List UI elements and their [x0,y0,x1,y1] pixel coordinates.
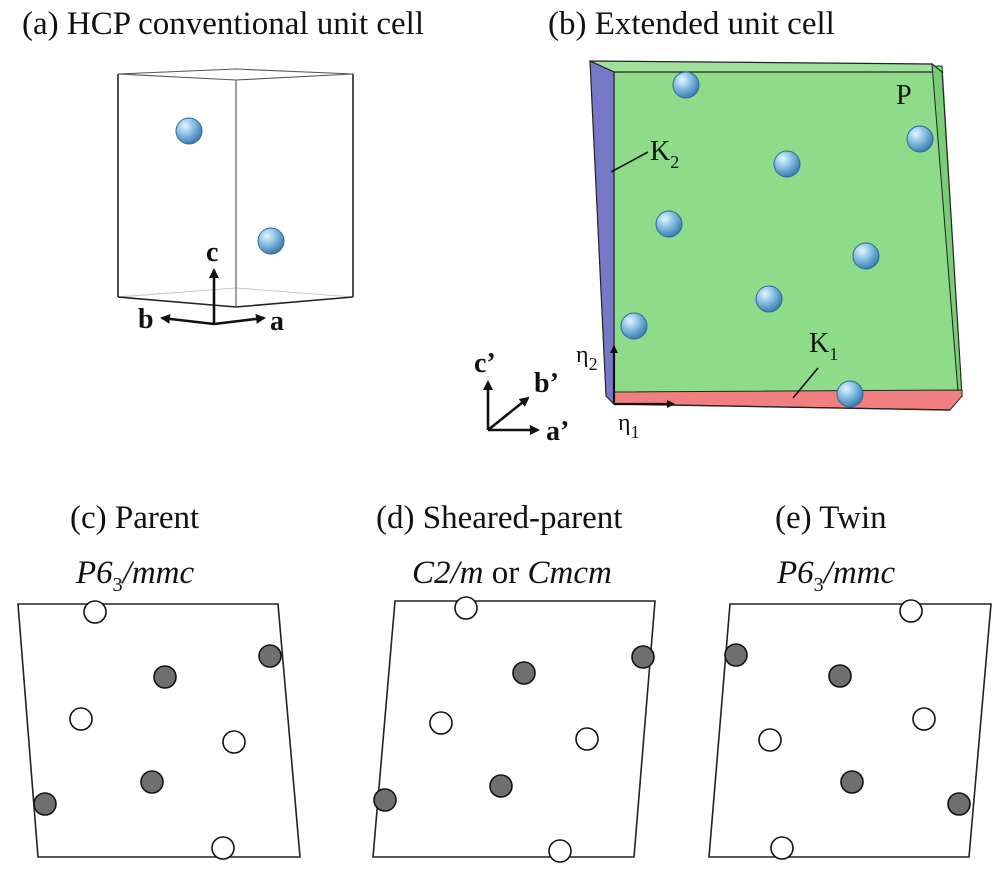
panel-b-title: (b) Extended unit cell [548,6,835,42]
atom-filled [489,774,513,798]
atom-filled [512,661,536,685]
atom-filled [153,665,177,689]
atom-filled [258,644,282,668]
primed-axes: c’ b’ a’ [474,348,569,447]
sheared-cell-outline [372,600,656,858]
panel-d: (d) Sheared-parent C2/m or Cmcm [372,500,656,863]
K2-label: K2 [650,136,679,172]
atom-filled [373,788,397,812]
atom-filled [724,643,748,667]
parent-cell-outline [17,603,301,858]
K1-label: K1 [809,328,838,364]
panel-c-title: (c) Parent [70,500,199,536]
axis-b-label: b [138,304,154,335]
axis-b-prime-arrow [487,396,530,432]
axis-a-prime-label: a’ [546,416,569,447]
extended-atom [620,312,648,340]
axis-c-prime-label: c’ [474,348,496,379]
atom-open [758,728,782,752]
atom-open [770,836,794,860]
cell-top-face [117,68,354,81]
panel-a-title: (a) HCP conventional unit cell [22,6,424,42]
axis-b-arrow [160,313,215,326]
extended-atom [672,71,700,99]
hcp-atom [257,227,285,255]
hcp-cell: c b a [117,68,354,337]
atom-open [429,711,453,735]
face-K2 [589,60,615,406]
atom-open [454,596,478,620]
hcp-atom [175,117,203,145]
panel-e: (e) Twin P63/mmc [708,500,992,860]
atom-open [912,707,936,731]
panel-e-space-group: P63/mmc [776,555,896,596]
P-label: P [896,80,912,111]
extended-atom [852,242,880,270]
face-top [589,60,944,73]
extended-atom [755,285,783,313]
cell-front-bottom-right [235,296,354,308]
atom-filled [947,792,971,816]
panel-c: (c) Parent P63/mmc [17,500,301,860]
atom-open [83,600,107,624]
atom-open [548,839,572,863]
extended-atom [906,125,934,153]
extended-atom [836,380,864,408]
extended-atom [773,150,801,178]
twin-cell-outline [708,603,992,858]
K1-leader-line [792,367,819,399]
panel-c-space-group: P63/mmc [75,555,195,596]
panel-a: (a) HCP conventional unit cell c b a [22,6,424,337]
atom-open [69,707,93,731]
K2-leader-line [610,151,649,173]
atom-open [575,727,599,751]
atom-open [222,730,246,754]
atom-open [211,836,235,860]
atom-filled [828,664,852,688]
panel-b: (b) Extended unit cell K2 [474,6,963,447]
extended-atom [655,210,683,238]
panel-d-title: (d) Sheared-parent [376,500,622,536]
atom-filled [33,792,57,816]
atom-open [899,599,923,623]
axis-a-arrow [213,313,266,326]
cell-front-bottom-left [117,296,237,308]
atom-filled [631,645,655,669]
panel-e-title: (e) Twin [775,500,887,536]
atom-filled [140,770,164,794]
axis-a-label: a [270,306,284,337]
eta1-label: η1 [618,410,640,442]
axis-c-label: c [206,237,218,268]
extended-cell: K2 P K1 η2 η1 [576,60,963,442]
axis-b-prime-label: b’ [534,368,559,399]
atom-filled [840,770,864,794]
panel-d-space-group: C2/m or Cmcm [412,555,612,591]
eta2-label: η2 [576,342,598,374]
